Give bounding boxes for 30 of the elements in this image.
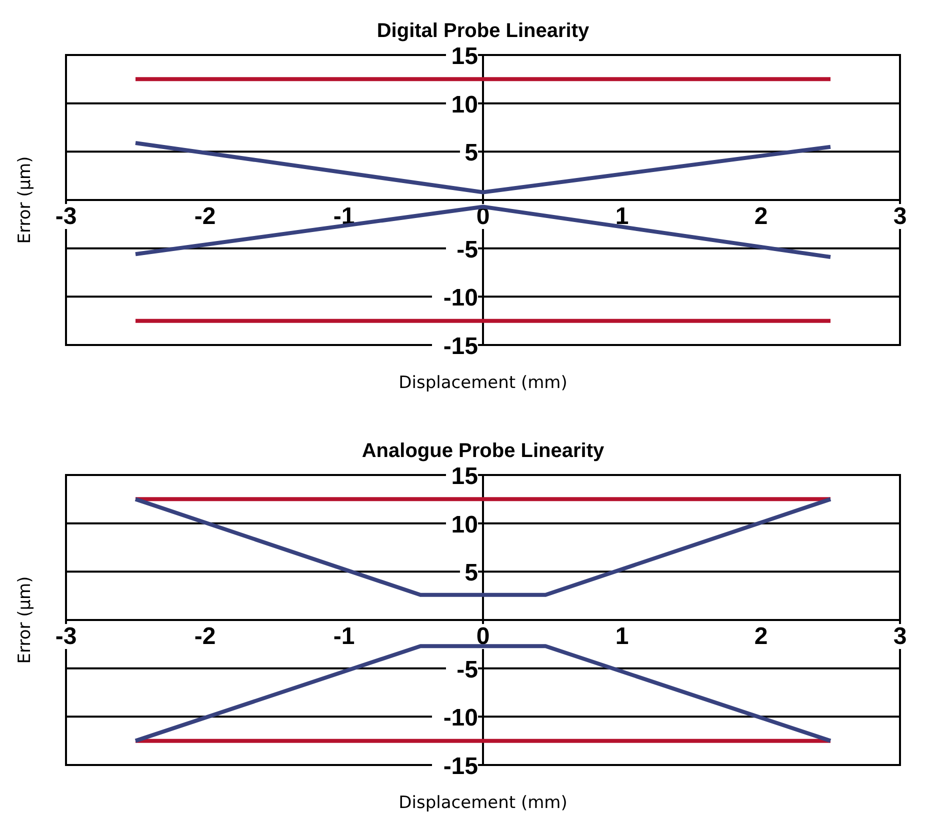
y-axis-title: Error (µm) [15,156,35,244]
x-tick-label: -3 [55,203,77,230]
y-tick-label: 15 [451,43,478,70]
y-tick-label: 5 [464,560,478,587]
y-tick-label: -10 [443,284,478,312]
y-tick-label: -15 [443,333,478,360]
y-tick-label: 10 [451,511,478,538]
x-tick-label: -1 [333,623,355,650]
x-tick-label: 2 [754,623,768,650]
x-axis-title: Displacement (mm) [398,373,568,393]
x-tick-label: 2 [754,203,768,230]
x-tick-label: 1 [615,203,629,230]
y-tick-label: 5 [464,140,478,167]
chart-title: Analogue Probe Linearity [362,440,606,462]
chart-title: Digital Probe Linearity [376,20,590,42]
x-tick-label: 0 [476,623,490,650]
x-axis-title: Displacement (mm) [398,793,568,813]
y-tick-label: -10 [443,704,478,732]
y-tick-label: 15 [451,463,478,490]
x-tick-label: 1 [615,623,629,650]
x-tick-label: -2 [194,623,216,650]
x-tick-label: 3 [893,203,907,230]
x-tick-label: 3 [893,623,907,650]
x-tick-label: -2 [194,203,216,230]
y-tick-label: 10 [451,91,478,118]
x-tick-label: -3 [55,623,77,650]
y-tick-label: -5 [456,236,478,264]
y-tick-label: -15 [443,753,478,780]
y-axis-title: Error (µm) [15,576,35,664]
y-tick-label: -5 [456,656,478,684]
